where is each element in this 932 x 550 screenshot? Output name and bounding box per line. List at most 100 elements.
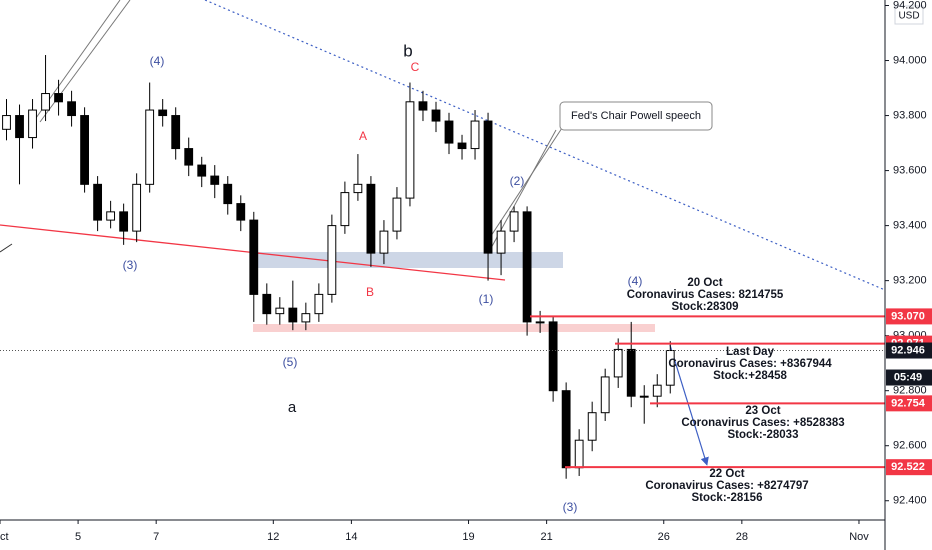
candle-body bbox=[288, 307, 298, 323]
candle-body bbox=[587, 412, 597, 441]
wave-label: (4) bbox=[150, 54, 165, 68]
candle-body bbox=[340, 192, 350, 227]
note-text: Stock:-28033 bbox=[728, 429, 799, 441]
pointer-line bbox=[35, 0, 121, 119]
price-tag bbox=[886, 395, 932, 412]
candle-body bbox=[80, 115, 90, 185]
callout-line bbox=[484, 127, 563, 246]
last-price-label: 92.946 bbox=[891, 344, 925, 356]
x-tick-label: 19 bbox=[462, 531, 474, 543]
candle-body bbox=[41, 93, 50, 111]
note-text: Stock:28309 bbox=[671, 301, 738, 313]
note-text: Stock:-28156 bbox=[692, 492, 763, 504]
candle-body bbox=[418, 101, 428, 111]
price-tag-label: 93.070 bbox=[891, 310, 925, 322]
candle-body bbox=[652, 384, 662, 397]
candle-body bbox=[54, 93, 63, 103]
candle-body bbox=[353, 183, 363, 194]
candle-body bbox=[67, 101, 76, 117]
trend-line bbox=[204, 0, 886, 291]
candle-body bbox=[249, 219, 259, 295]
candle-body bbox=[275, 307, 285, 315]
arrow bbox=[669, 344, 709, 466]
candle-body bbox=[28, 109, 37, 139]
wave-label: (3) bbox=[563, 500, 578, 514]
note-text: 20 Oct bbox=[687, 277, 722, 289]
last-price-tag bbox=[886, 342, 932, 359]
candle-body bbox=[379, 230, 389, 254]
wave-label: C bbox=[411, 60, 420, 74]
note-text: Last Day bbox=[726, 346, 775, 358]
support-zone bbox=[250, 252, 563, 268]
wave-label: A bbox=[359, 129, 367, 143]
note-text: 22 Oct bbox=[709, 468, 744, 480]
x-tick-label: 12 bbox=[267, 531, 279, 543]
candle-body bbox=[184, 148, 194, 166]
candle-body bbox=[171, 115, 181, 150]
y-tick-label: 92.600 bbox=[893, 440, 927, 452]
candle-body bbox=[496, 230, 506, 254]
wave-label: (2) bbox=[510, 174, 525, 188]
x-tick-label: Nov bbox=[849, 531, 869, 543]
candle-body bbox=[2, 115, 11, 130]
x-tick-label: 21 bbox=[540, 531, 552, 543]
price-axis bbox=[885, 0, 932, 550]
candle-body bbox=[327, 225, 337, 295]
candle-body bbox=[548, 321, 558, 392]
candle-body bbox=[15, 115, 24, 139]
note-text: Coronavirus Cases: 8214755 bbox=[627, 289, 784, 301]
wave-label: (4) bbox=[628, 274, 643, 288]
y-tick-label: 93.400 bbox=[893, 220, 927, 232]
candle-body bbox=[574, 439, 584, 469]
candle-body bbox=[262, 293, 272, 315]
candle-body bbox=[314, 293, 324, 315]
price-tag-label: 92.754 bbox=[891, 397, 926, 409]
y-tick-label: 92.400 bbox=[893, 495, 927, 507]
candle-body bbox=[665, 350, 675, 386]
x-tick-label: Oct bbox=[0, 531, 9, 543]
candle-body bbox=[236, 203, 246, 221]
note-text: Stock:+28458 bbox=[713, 370, 787, 382]
candle-body bbox=[132, 183, 142, 232]
wave-label: B bbox=[366, 285, 374, 299]
candle-body bbox=[106, 211, 116, 221]
candle-body bbox=[522, 211, 532, 323]
callout-box bbox=[559, 101, 713, 131]
resistance-zone bbox=[253, 324, 655, 332]
candle-body bbox=[639, 395, 649, 398]
candle-body bbox=[145, 109, 155, 185]
candle-body bbox=[93, 183, 103, 221]
candle-body bbox=[405, 101, 415, 199]
candle-body bbox=[626, 348, 636, 397]
wave-label: (1) bbox=[479, 292, 494, 306]
candle-body bbox=[600, 376, 610, 414]
candle-body bbox=[158, 109, 168, 117]
candle-body bbox=[470, 120, 480, 150]
candle-body bbox=[457, 142, 467, 150]
countdown: 05:49 bbox=[894, 371, 922, 383]
candle-body bbox=[366, 183, 376, 254]
price-tag bbox=[886, 308, 932, 325]
candle-body bbox=[613, 348, 623, 378]
candle-body bbox=[431, 109, 441, 122]
x-tick-label: 7 bbox=[153, 531, 159, 543]
candle-body bbox=[509, 211, 519, 232]
note-text: Coronavirus Cases: +8274797 bbox=[645, 480, 808, 492]
plot-area: Fed's Chair Powell speech (4) (3) (5) bC A B (… bbox=[0, 0, 886, 514]
pointer-line bbox=[39, 0, 131, 123]
pointer-line bbox=[0, 243, 13, 253]
candle-body bbox=[392, 197, 402, 232]
candle-body bbox=[197, 164, 207, 177]
y-tick-label: 94.000 bbox=[893, 54, 927, 66]
wave-label: b bbox=[403, 41, 412, 60]
x-tick-label: 5 bbox=[75, 531, 81, 543]
wave-label: (5) bbox=[283, 355, 298, 369]
note-text: Coronavirus Cases: +8367944 bbox=[668, 358, 832, 370]
candle-body bbox=[483, 120, 493, 254]
candle-body bbox=[561, 390, 571, 469]
price-tag-label: 92.522 bbox=[891, 461, 925, 473]
y-tick-label: 93.800 bbox=[893, 109, 927, 121]
y-tick-label: 92.800 bbox=[893, 385, 927, 397]
x-tick-label: 26 bbox=[658, 531, 670, 543]
